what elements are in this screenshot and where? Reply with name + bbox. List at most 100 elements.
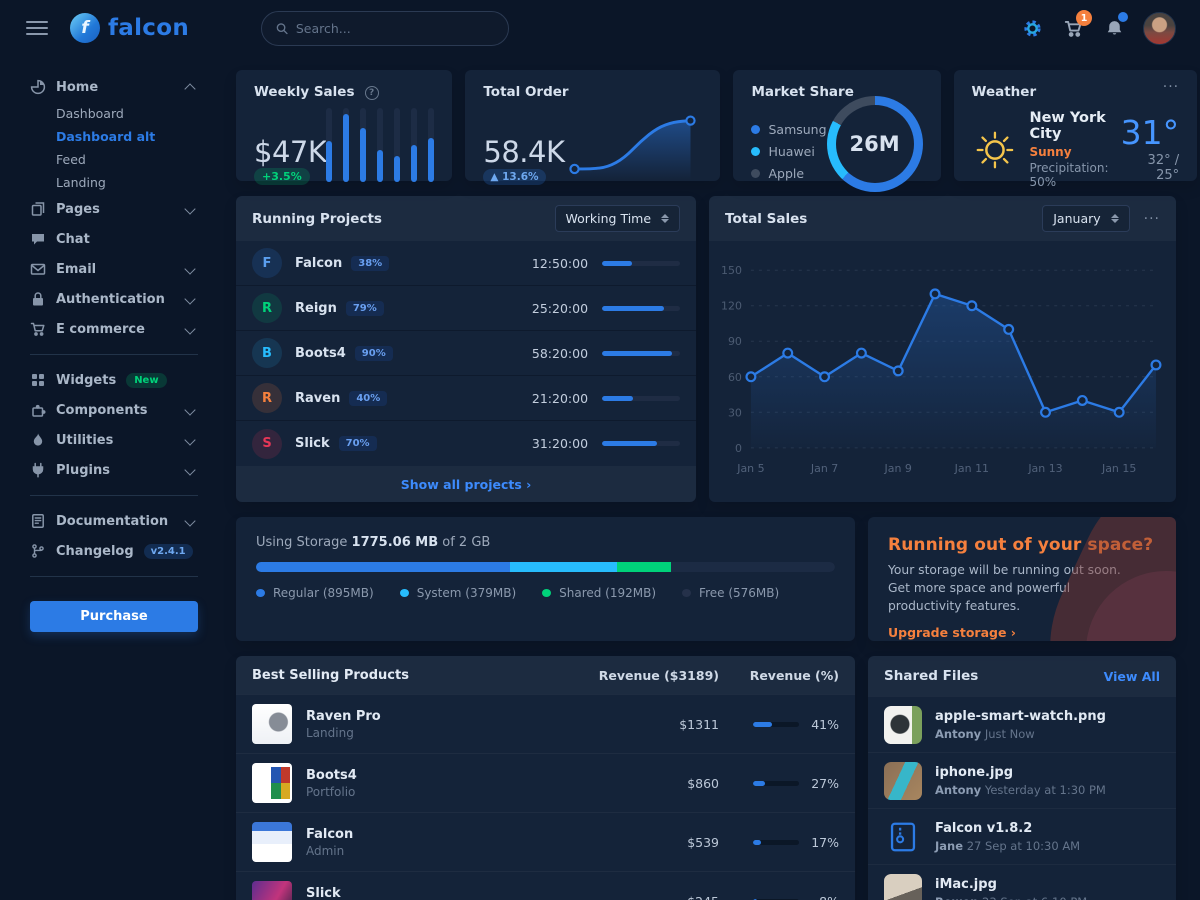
project-percent-badge: 40% bbox=[349, 390, 388, 406]
chevron-down-icon bbox=[184, 515, 196, 527]
card-title: Total Order bbox=[483, 84, 569, 100]
project-row[interactable]: F Falcon 38% 12:50:00 bbox=[236, 241, 697, 286]
sidebar-item-components[interactable]: Components bbox=[30, 395, 198, 425]
table-row[interactable]: SlickBuilder $245 8% bbox=[236, 871, 855, 900]
sidebar-item-email[interactable]: Email bbox=[30, 254, 198, 284]
sidebar-item-plugins[interactable]: Plugins bbox=[30, 455, 198, 485]
storage-label: Using Storage 1775.06 MB of 2 GB bbox=[256, 535, 491, 550]
sidebar-divider bbox=[30, 495, 198, 496]
project-progress-bar bbox=[602, 395, 681, 401]
project-name: Boots4 bbox=[295, 345, 346, 361]
sidebar-item-label: Authentication bbox=[56, 291, 165, 307]
file-meta: Antony Just Now bbox=[935, 726, 1035, 741]
revenue-percent-bar bbox=[753, 721, 799, 727]
svg-text:Jan 5: Jan 5 bbox=[736, 462, 764, 475]
sidebar-item-label: Widgets bbox=[56, 372, 117, 388]
sidebar-item-widgets[interactable]: Widgets New bbox=[30, 365, 198, 395]
sidebar-item-chat[interactable]: Chat bbox=[30, 224, 198, 254]
legend-dot bbox=[256, 589, 265, 597]
sidebar-item-landing[interactable]: Landing bbox=[56, 175, 106, 190]
select-value: Working Time bbox=[565, 211, 652, 226]
view-all-link[interactable]: View All bbox=[1103, 668, 1160, 684]
top-navbar: f falcon 1 bbox=[0, 0, 1200, 56]
upgrade-space-card: Running out of your space? Your storage … bbox=[868, 517, 1176, 641]
file-thumbnail bbox=[884, 705, 922, 744]
file-name: Falcon v1.8.2 bbox=[935, 820, 1033, 836]
cart-icon[interactable]: 1 bbox=[1061, 10, 1092, 40]
sidebar-item-utilities[interactable]: Utilities bbox=[30, 425, 198, 455]
file-meta: Antony Yesterday at 1:30 PM bbox=[935, 782, 1106, 797]
sidebar-item-dashboard-alt[interactable]: Dashboard alt bbox=[56, 129, 156, 144]
sidebar-item-label: Email bbox=[56, 261, 97, 277]
project-progress-bar bbox=[602, 441, 681, 446]
product-thumbnail bbox=[252, 704, 292, 744]
hamburger-menu-icon[interactable] bbox=[26, 21, 48, 35]
card-title: Running Projects bbox=[252, 210, 382, 227]
chat-icon bbox=[32, 234, 44, 245]
product-thumbnail bbox=[252, 881, 292, 900]
sidebar-item-feed[interactable]: Feed bbox=[56, 152, 86, 167]
product-category: Portfolio bbox=[306, 784, 356, 799]
file-meta: Rowen 23 Sep at 6:10 PM bbox=[935, 895, 1087, 900]
weather-condition: Sunny bbox=[1029, 145, 1072, 159]
table-title: Best Selling Products bbox=[252, 667, 409, 683]
chevron-down-icon bbox=[184, 404, 196, 416]
search-input[interactable] bbox=[295, 20, 495, 36]
working-time-select[interactable]: Working Time bbox=[554, 205, 681, 232]
ellipsis-menu-icon[interactable]: ··· bbox=[1143, 210, 1160, 227]
sidebar-item-dashboard[interactable]: Dashboard bbox=[56, 106, 124, 121]
help-question-icon[interactable]: ? bbox=[364, 86, 379, 100]
purchase-button[interactable]: Purchase bbox=[30, 601, 198, 632]
table-row[interactable]: Boots4 Portfolio $860 27% bbox=[236, 753, 855, 812]
sidebar-item-home[interactable]: Home bbox=[30, 72, 198, 102]
shared-file-item[interactable]: iphone.jpg Antony Yesterday at 1:30 PM bbox=[868, 752, 1176, 808]
svg-text:120: 120 bbox=[721, 300, 742, 313]
show-all-projects-link[interactable]: Show all projects › bbox=[400, 476, 532, 492]
revenue-percent-bar bbox=[753, 780, 799, 786]
project-row[interactable]: R Reign 79% 25:20:00 bbox=[236, 286, 697, 331]
select-caret-icon bbox=[1110, 214, 1119, 223]
upgrade-storage-link[interactable]: Upgrade storage › bbox=[888, 625, 1016, 641]
shared-file-item[interactable]: Falcon v1.8.2 Jane 27 Sep at 10:30 AM bbox=[868, 808, 1176, 864]
legend-dot bbox=[751, 168, 761, 178]
sidebar-divider bbox=[30, 576, 198, 577]
user-avatar[interactable] bbox=[1143, 11, 1176, 45]
select-value: January bbox=[1053, 211, 1101, 226]
ellipsis-menu-icon[interactable]: ··· bbox=[1162, 79, 1180, 95]
weather-city: New York City bbox=[1029, 110, 1106, 142]
product-percent: 27% bbox=[811, 775, 839, 791]
table-row[interactable]: Raven Pro Landing $1311 41% bbox=[236, 694, 855, 753]
revenue-percent-bar bbox=[753, 839, 799, 845]
shared-file-item[interactable]: apple-smart-watch.png Antony Just Now bbox=[868, 696, 1176, 752]
legend-item-huawei: Huawei bbox=[751, 144, 826, 159]
project-row[interactable]: S Slick 70% 31:20:00 bbox=[236, 421, 696, 466]
project-progress-bar bbox=[602, 260, 681, 266]
search-box[interactable] bbox=[261, 10, 510, 46]
zip-file-icon bbox=[884, 818, 922, 856]
sidebar-item-ecommerce[interactable]: E commerce bbox=[30, 314, 198, 344]
project-name: Falcon bbox=[295, 255, 343, 271]
sidebar-item-authentication[interactable]: Authentication bbox=[30, 284, 198, 314]
sidebar-item-documentation[interactable]: Documentation bbox=[30, 506, 198, 536]
project-row[interactable]: B Boots4 90% 58:20:00 bbox=[236, 331, 697, 376]
product-percent: 17% bbox=[811, 834, 839, 850]
project-percent-badge: 70% bbox=[338, 436, 377, 451]
table-row[interactable]: Falcon Admin $539 17% bbox=[236, 812, 855, 871]
svg-text:Jan 9: Jan 9 bbox=[884, 462, 912, 475]
project-avatar: R bbox=[252, 383, 282, 413]
sidebar-item-changelog[interactable]: Changelog v2.4.1 bbox=[30, 536, 198, 566]
month-select[interactable]: January bbox=[1042, 205, 1130, 232]
notification-dot bbox=[1118, 12, 1128, 22]
sidebar-item-pages[interactable]: Pages bbox=[30, 194, 198, 224]
shared-file-item[interactable]: iMac.jpg Rowen 23 Sep at 6:10 PM bbox=[868, 864, 1176, 900]
revenue-percent-bar bbox=[753, 898, 799, 900]
weekly-sales-badge: +3.5% bbox=[254, 168, 310, 185]
settings-gear-icon[interactable] bbox=[1020, 16, 1044, 40]
weather-temperature: 31° bbox=[1120, 113, 1180, 152]
notifications-bell-icon[interactable] bbox=[1102, 12, 1128, 40]
legend-dot bbox=[751, 124, 761, 134]
chart-pie-icon bbox=[30, 79, 46, 95]
project-row[interactable]: R Raven 40% 21:20:00 bbox=[236, 376, 697, 421]
falcon-logo[interactable]: f falcon bbox=[70, 13, 189, 43]
total-order-card: Total Order 58.4K ▲ 13.6% bbox=[465, 70, 721, 185]
